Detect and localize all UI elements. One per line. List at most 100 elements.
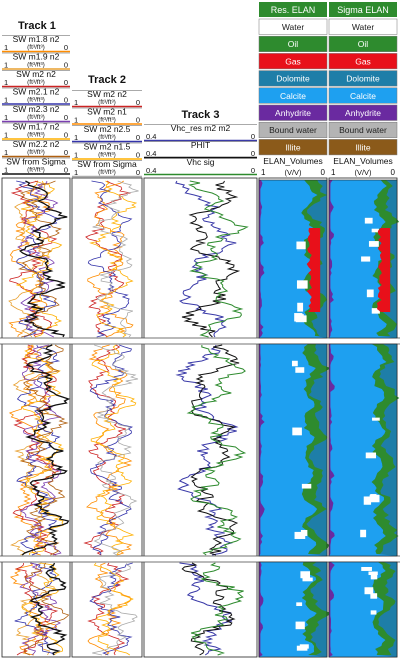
curve-unit: (ft³/ft³) bbox=[98, 152, 116, 159]
curve-min: 1 bbox=[4, 148, 8, 157]
elan-section-frame bbox=[328, 561, 398, 658]
water-fill bbox=[361, 256, 371, 262]
water-fill bbox=[368, 571, 378, 576]
track1-curve-1 bbox=[9, 562, 58, 656]
track3-curve-3 bbox=[186, 344, 247, 556]
elan-legend: Res. ELAN Water Oil Gas Dolomite Calcite Anhyd… bbox=[258, 2, 398, 177]
track2-curve-3 bbox=[89, 344, 134, 556]
curve-min: 1 bbox=[4, 113, 8, 122]
track2-curve-5 bbox=[92, 180, 139, 338]
track-frame-2 bbox=[71, 177, 143, 658]
legend-label: Illite bbox=[355, 142, 370, 152]
oil-fill bbox=[301, 344, 331, 554]
water-fill bbox=[371, 308, 380, 314]
legend-swatch-anhydrite bbox=[258, 104, 328, 121]
curve-min: 0.4 bbox=[146, 149, 156, 158]
legend-label: Bound water bbox=[269, 125, 317, 135]
curve-unit: (ft³/ft³) bbox=[27, 132, 45, 139]
water-fill bbox=[297, 302, 304, 312]
depth-gap-1 bbox=[0, 338, 400, 344]
curve-name: SW m2 n1 bbox=[87, 107, 127, 117]
curve-min: 1 bbox=[4, 96, 8, 105]
legend-swatch-illite bbox=[328, 139, 398, 156]
curve-max: 0 bbox=[64, 166, 68, 175]
track1-curve-3 bbox=[9, 180, 58, 338]
track3-curve-1 bbox=[179, 562, 233, 656]
water-fill bbox=[300, 571, 311, 579]
track1-curve-6 bbox=[15, 180, 63, 338]
curve-unit: (ft³/ft³) bbox=[98, 134, 116, 141]
water-fill bbox=[295, 315, 307, 323]
curve-name: SW m2.2 n2 bbox=[13, 139, 60, 149]
curve-unit: (ft³/ft³) bbox=[27, 167, 45, 174]
legend-swatch-water bbox=[258, 18, 328, 35]
elan-title: Sigma ELAN bbox=[337, 5, 389, 15]
curve-unit: (ft³/ft³) bbox=[98, 169, 116, 176]
water-fill bbox=[301, 483, 312, 489]
legend-label: Calcite bbox=[280, 91, 306, 101]
legend-label: Oil bbox=[288, 39, 299, 49]
water-fill bbox=[296, 645, 308, 651]
elan-curve-name: ELAN_Volumes bbox=[263, 156, 323, 166]
water-fill bbox=[363, 496, 372, 505]
curve-unit: (ft³/ft³) bbox=[27, 62, 45, 69]
track-frame-1 bbox=[1, 177, 71, 658]
curve-name: SW m2.1 n2 bbox=[13, 87, 60, 97]
water-fill bbox=[296, 241, 306, 250]
anhydrite-fill bbox=[259, 180, 265, 338]
oil-fill bbox=[372, 562, 396, 655]
curve-max: 0 bbox=[64, 78, 68, 87]
water-fill bbox=[368, 241, 379, 247]
track2-curve-4 bbox=[90, 344, 137, 556]
track2-curve-3 bbox=[89, 562, 133, 656]
curve-unit: (ft³/ft³) bbox=[27, 114, 45, 121]
curve-min: 1 bbox=[4, 131, 8, 140]
legend-swatch-gas bbox=[328, 53, 398, 70]
track2-curve-4 bbox=[89, 180, 138, 338]
track2-curve-5 bbox=[92, 562, 138, 656]
track3-curve-1 bbox=[175, 344, 239, 556]
curve-max: 0 bbox=[136, 133, 140, 142]
legend-label: Illite bbox=[285, 142, 300, 152]
elan-section-frame bbox=[258, 343, 328, 557]
curve-max: 0 bbox=[64, 131, 68, 140]
legend-swatch-dolomite bbox=[258, 70, 328, 87]
oil-fill bbox=[371, 344, 400, 554]
water-fill bbox=[370, 494, 377, 501]
elan-curve-name: ELAN_Volumes bbox=[333, 156, 393, 166]
water-fill bbox=[370, 593, 378, 599]
gas-fill bbox=[306, 228, 321, 312]
curve-min: 1 bbox=[74, 98, 78, 107]
water-fill bbox=[366, 289, 374, 298]
curve-headers: Track 1SW m1.8 n2(ft³/ft³)1 0SW m1.9 n2(f… bbox=[2, 20, 257, 178]
curve-name: SW m2 n1.5 bbox=[84, 142, 131, 152]
curve-min: 1 bbox=[4, 166, 8, 175]
elan-max: 0 bbox=[391, 168, 396, 177]
elan-min: 1 bbox=[331, 168, 336, 177]
curve-unit: (ft³/ft³) bbox=[98, 99, 116, 106]
water-fill bbox=[292, 427, 302, 436]
track1-curve-5 bbox=[19, 344, 62, 556]
water-fill bbox=[296, 602, 303, 607]
legend-swatch-anhydrite bbox=[328, 104, 398, 121]
legend-label: Anhydrite bbox=[345, 108, 381, 118]
water-fill bbox=[291, 360, 298, 367]
water-fill bbox=[370, 610, 377, 615]
legend-swatch-bound-water bbox=[328, 121, 398, 138]
water-fill bbox=[364, 587, 374, 595]
track1-curve-1 bbox=[8, 180, 54, 338]
curve-max: 0 bbox=[251, 149, 255, 158]
track-title-3: Track 3 bbox=[182, 109, 220, 121]
track1-curve-8 bbox=[29, 562, 68, 656]
legend-swatch-oil bbox=[258, 35, 328, 52]
legend-swatch-calcite bbox=[328, 87, 398, 104]
curve-name: SW m1.8 n2 bbox=[13, 34, 60, 44]
curve-min: 1 bbox=[74, 116, 78, 125]
track1-curve-7 bbox=[23, 562, 70, 656]
legend-swatch-calcite bbox=[258, 87, 328, 104]
water-fill bbox=[371, 228, 379, 233]
oil-fill bbox=[301, 562, 332, 655]
curve-min: 1 bbox=[74, 133, 78, 142]
curve-max: 0 bbox=[64, 148, 68, 157]
